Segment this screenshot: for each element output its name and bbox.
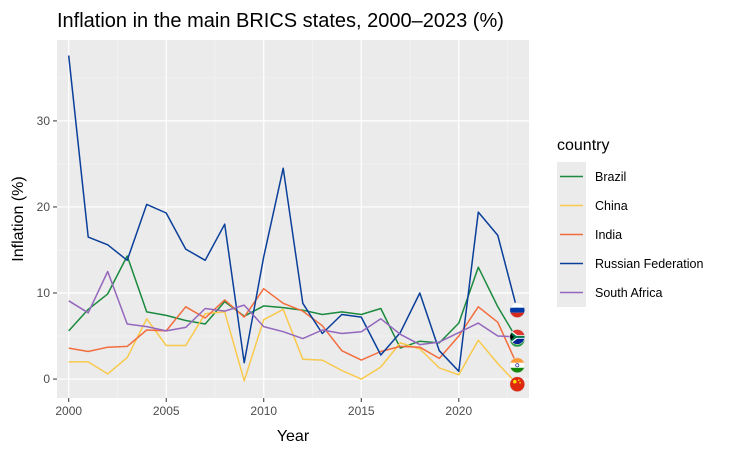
y-axis-title: Inflation (%) [10, 176, 27, 261]
south-africa-flag-icon [509, 329, 525, 345]
series-line-russian-federation [67, 55, 519, 373]
russia-flag-icon [509, 302, 525, 318]
series-lines [67, 55, 519, 385]
series-line-brazil [68, 255, 518, 349]
x-axis-ticks: 2000 2005 2010 2015 2020 [55, 398, 472, 418]
end-flags [509, 302, 526, 393]
y-axis-ticks: 0 10 20 30 [37, 114, 57, 386]
legend-title: country [557, 137, 609, 154]
series-line-south-africa [68, 270, 518, 346]
x-tick-label: 2005 [153, 404, 180, 418]
chart-title: Inflation in the main BRICS states, 2000… [57, 10, 504, 32]
legend-label: Brazil [595, 170, 626, 184]
legend-label: Russian Federation [595, 257, 703, 271]
series-line-china [68, 308, 518, 385]
major-gridlines [57, 40, 529, 398]
legend-label: South Africa [595, 286, 662, 300]
y-tick-label: 20 [37, 200, 51, 214]
x-tick-label: 2000 [55, 404, 82, 418]
legend-label: China [595, 199, 628, 213]
india-flag-icon [509, 357, 525, 373]
x-tick-label: 2010 [250, 404, 277, 418]
y-tick-label: 0 [43, 372, 50, 386]
x-tick-label: 2015 [348, 404, 375, 418]
china-flag-icon [509, 376, 525, 392]
y-tick-label: 30 [37, 114, 51, 128]
y-tick-label: 10 [37, 286, 51, 300]
legend: country Brazil China India Russian Federati… [557, 137, 703, 307]
x-tick-label: 2020 [445, 404, 472, 418]
legend-label: India [595, 228, 622, 242]
x-axis-title: Year [277, 428, 310, 445]
